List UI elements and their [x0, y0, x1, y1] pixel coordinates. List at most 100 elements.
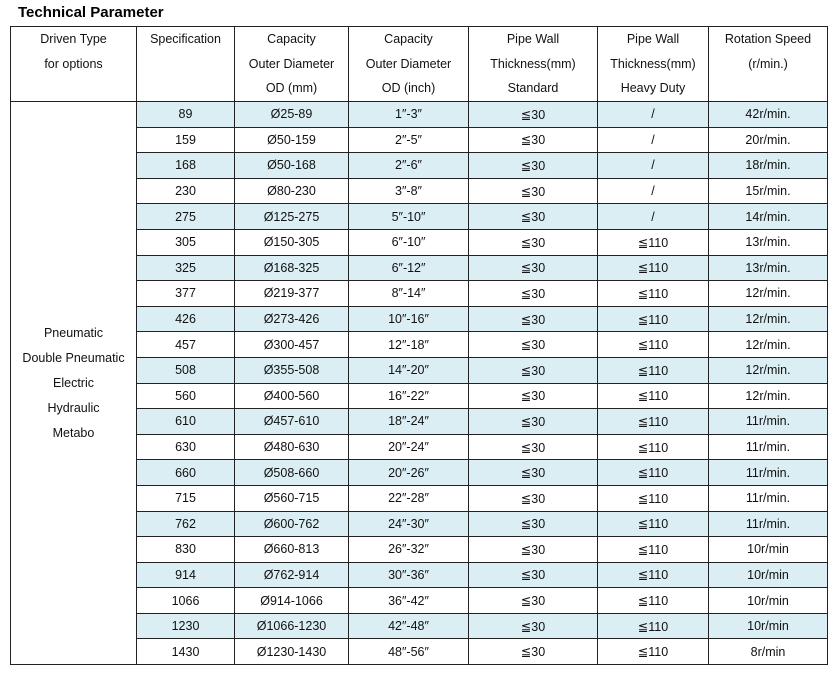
table-cell: 168: [136, 152, 235, 179]
table-row: 508 Ø355-508 14″-20″ ≦30 ≦110 12r/min.: [11, 356, 828, 384]
table-cell: 30″-36″: [348, 561, 469, 589]
driven-type: Pneumatic: [43, 325, 104, 340]
table-cell: Ø560-715: [234, 484, 349, 512]
header-line: Outer Diameter: [365, 56, 452, 71]
table-cell: 26″-32″: [348, 536, 469, 563]
table-cell: 2″-6″: [348, 152, 469, 179]
driven-type: Metabo: [52, 425, 95, 440]
header-line: Pipe Wall: [626, 32, 680, 46]
table-cell: Ø457-610: [234, 408, 349, 435]
table-cell: ≦110: [597, 484, 709, 512]
header-line: Outer Diameter: [248, 56, 335, 71]
table-cell: 914: [136, 561, 235, 589]
table-cell: ≦110: [597, 459, 709, 486]
table-cell: 14″-20″: [348, 356, 469, 384]
table-cell: ≦110: [597, 280, 709, 307]
table-body: Pneumatic Double Pneumatic Electric Hydraul…: [10, 100, 828, 666]
table-cell: 377: [136, 280, 235, 307]
table-cell: ≦30: [468, 331, 598, 358]
table-cell: 610: [136, 408, 235, 435]
header-line: Standard: [507, 81, 559, 95]
title: Technical Parameter: [18, 4, 164, 21]
table-cell: ≦110: [597, 561, 709, 589]
table-cell: /: [597, 101, 709, 128]
table-cell: ≦110: [597, 228, 709, 256]
table-cell: 18″-24″: [348, 408, 469, 435]
table-cell: ≦110: [597, 536, 709, 563]
table-row: 1430 Ø1230-1430 48″-56″ ≦30 ≦110 8r/min: [11, 638, 828, 666]
table-cell: ≦30: [468, 305, 598, 333]
table-cell: Ø1230-1430: [234, 638, 349, 666]
table-cell: 305: [136, 228, 235, 256]
table-row: 426 Ø273-426 10″-16″ ≦30 ≦110 12r/min.: [11, 305, 828, 333]
table-cell: 20r/min.: [708, 126, 828, 154]
header-line: Thickness(mm): [610, 56, 696, 71]
table-cell: 159: [136, 126, 235, 154]
header-line: Thickness(mm): [490, 56, 576, 71]
table-row: 715 Ø560-715 22″-28″ ≦30 ≦110 11r/min.: [11, 484, 828, 512]
table-cell: 508: [136, 356, 235, 384]
table-cell: ≦30: [468, 587, 598, 614]
table-cell: ≦110: [597, 331, 709, 358]
header-cell: Rotation Speed (r/min.): [708, 26, 828, 102]
table-cell: ≦30: [468, 484, 598, 512]
table-row: 275 Ø125-275 5″-10″ ≦30/14r/min.: [11, 203, 828, 230]
table-cell: /: [597, 203, 709, 230]
table-cell: 24″-30″: [348, 510, 469, 538]
table-cell: ≦110: [597, 587, 709, 614]
header-cell: Specification: [136, 26, 235, 102]
table-cell: Ø80-230: [234, 177, 349, 205]
table-cell: 3″-8″: [348, 177, 469, 205]
table-cell: 5″-10″: [348, 203, 469, 230]
table-cell: 10r/min: [708, 536, 828, 563]
header-line: Driven Type: [40, 32, 107, 46]
table-cell: ≦30: [468, 459, 598, 486]
header-row: Driven Type for options Specification Capac…: [10, 26, 828, 102]
table-cell: /: [597, 152, 709, 179]
table-cell: 11r/min.: [708, 459, 828, 486]
header-line: Heavy Duty: [620, 81, 686, 95]
table-row: 762 Ø600-762 24″-30″ ≦30 ≦110 11r/min.: [11, 510, 828, 538]
table-cell: Ø219-377: [234, 280, 349, 307]
table-cell: ≦30: [468, 203, 598, 230]
table-cell: Ø168-325: [234, 254, 349, 282]
spec-table: Driven Type for options Specification Capac…: [10, 26, 828, 666]
table-cell: 12″-18″: [348, 331, 469, 358]
table-row: Pneumatic Double Pneumatic Electric Hydraul…: [10, 100, 828, 666]
header-cell: Capacity Outer Diameter OD (mm): [234, 26, 349, 102]
table-cell: 12r/min.: [708, 305, 828, 333]
table-cell: 13r/min.: [708, 228, 828, 256]
table-row: 159 Ø50-159 2″-5″ ≦30/20r/min.: [11, 126, 828, 154]
table-cell: Ø480-630: [234, 433, 349, 461]
table-cell: 15r/min.: [708, 177, 828, 205]
header-cell: Driven Type for options: [10, 26, 137, 102]
table-cell: 10r/min: [708, 587, 828, 614]
header-line: Capacity: [384, 32, 433, 46]
table-cell: ≦30: [468, 433, 598, 461]
table-cell: 20″-26″: [348, 459, 469, 486]
table-cell: 10r/min: [708, 561, 828, 589]
table-row: 457 Ø300-457 12″-18″ ≦30 ≦110 12r/min.: [11, 331, 828, 358]
table-cell: ≦30: [468, 152, 598, 179]
table-cell: ≦30: [468, 561, 598, 589]
table-cell: 12r/min.: [708, 280, 828, 307]
table-row: 325 Ø168-325 6″-12″ ≦30 ≦110 13r/min.: [11, 254, 828, 282]
driven-type: Double Pneumatic: [22, 350, 125, 365]
table-cell: Ø50-159: [234, 126, 349, 154]
header-line: Specification: [150, 32, 221, 46]
table-cell: Ø400-560: [234, 382, 349, 410]
table-cell: ≦30: [468, 612, 598, 640]
table-cell: ≦110: [597, 408, 709, 435]
table-cell: 11r/min.: [708, 433, 828, 461]
table-cell: Ø273-426: [234, 305, 349, 333]
table-cell: 230: [136, 177, 235, 205]
table-cell: 10r/min: [708, 612, 828, 640]
table-cell: 660: [136, 459, 235, 486]
table-cell: 1230: [136, 612, 235, 640]
table-cell: Ø762-914: [234, 561, 349, 589]
table-cell: ≦30: [468, 177, 598, 205]
table-cell: 1066: [136, 587, 235, 614]
table-cell: ≦30: [468, 280, 598, 307]
table-cell: 11r/min.: [708, 510, 828, 538]
header-cell: Capacity Outer Diameter OD (inch): [348, 26, 469, 102]
